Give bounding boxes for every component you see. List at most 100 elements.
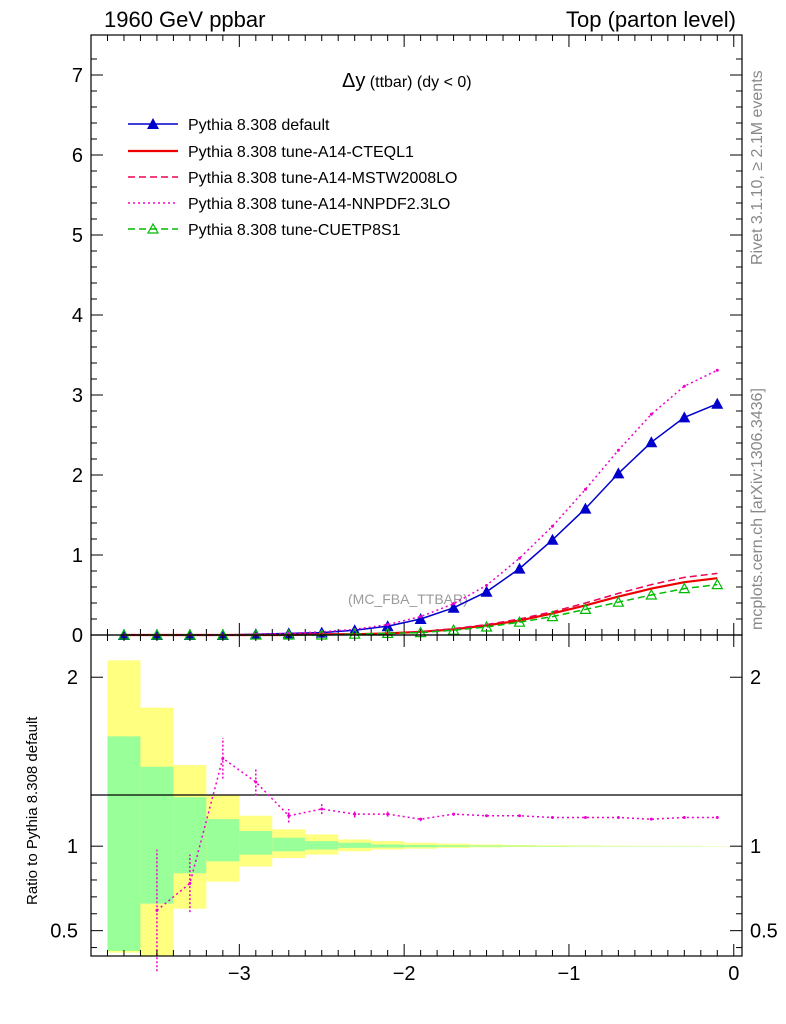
ratio-y-tick-label-right: 1 [750,836,761,858]
main-y-tick-label: 7 [72,65,83,87]
series-point [480,585,493,597]
main-series-group [117,368,724,640]
series-point [287,631,291,635]
ratio-band-green [404,845,438,848]
main-y-tick-label: 6 [72,145,83,167]
ratio-point [155,908,159,912]
ratio-point [616,815,620,819]
ratio-point [583,815,587,819]
ratio-point [353,812,357,816]
series-point [612,595,625,607]
ratio-band-green [470,845,504,847]
ratio-band-green [272,837,306,852]
legend-label: Pythia 8.308 tune-CUETP8S1 [188,222,401,239]
ratio-point [485,814,489,818]
ratio-point [188,881,192,885]
series-point [682,384,686,388]
ratio-point [715,815,719,819]
main-y-tick-label: 4 [72,305,83,327]
ratio-point [649,817,653,821]
main-y-tick-label: 2 [72,465,83,487]
legend-label: Pythia 8.308 tune-A14-MSTW2008LO [188,170,457,187]
series-point [419,615,423,619]
legend-label: Pythia 8.308 tune-A14-NNPDF2.3LO [188,196,450,213]
main-axis-ticks: 0 1 2 3 4 5 6 7 [72,35,742,647]
series-point [711,578,724,590]
series-point [386,623,390,627]
series-point [645,436,658,448]
series-point [579,603,592,615]
series-line [124,583,718,636]
ratio-band-green [338,842,372,848]
ratio-panel-frame [90,634,743,957]
ratio-point [682,815,686,819]
ratio-uncertainty-bands [107,660,734,956]
ratio-point [452,812,456,816]
series-point [414,613,427,624]
ratio-y-tick-label-right: 0.5 [750,921,778,943]
series-point [715,368,719,372]
ratio-point [518,814,522,818]
ratio-band-green [305,841,339,850]
series-point [447,623,460,635]
ratio-band-green [503,845,536,847]
series-point [480,620,493,632]
ratio-point [320,807,324,811]
ratio-axis-ticks: 0.5 0.5 1 1 2 2 −3 −2 −1 0 [50,635,778,985]
ratio-y-tick-label-left: 2 [67,667,78,689]
x-tick-label: −3 [228,963,251,985]
ratio-band-green [568,845,602,847]
ratio-band-green [239,830,273,855]
main-y-tick-label: 3 [72,385,83,407]
series-point [645,588,658,600]
ratio-y-tick-label-left: 0.5 [50,921,78,943]
ratio-band-green [535,845,569,847]
legend-label: Pythia 8.308 tune-A14-CTEQL1 [188,144,414,161]
ratio-y-tick-label-left: 1 [67,836,78,858]
series-point [678,411,691,423]
legend-marker [146,222,160,234]
header-right: Top (parton level) [566,7,736,32]
ratio-point [287,814,291,818]
rivet-version-label: Rivet 3.1.10, ≥ 2.1M events [749,70,766,265]
x-tick-label: −1 [558,963,581,985]
ratio-point [550,815,554,819]
series-point [513,562,526,574]
plot-title-sub: (ttbar) (dy < 0) [365,74,471,91]
ratio-band-green [140,766,174,904]
series-point [612,467,625,479]
series-point [447,601,460,613]
ratio-point [254,780,258,784]
ratio-band-green [107,736,141,951]
main-y-tick-label: 5 [72,225,83,247]
series-point [546,610,559,622]
ratio-point [386,812,390,816]
series-point [711,397,724,409]
series-point [513,615,526,627]
legend: Pythia 8.308 default Pythia 8.308 tune-A1… [128,117,457,239]
plot-title: Δy (ttbar) (dy < 0) [342,70,472,92]
legend-marker [147,118,159,129]
series-point [616,448,620,452]
x-tick-label: −2 [393,963,416,985]
main-y-tick-label: 1 [72,545,83,567]
series-point [485,583,489,587]
ratio-point [419,817,423,821]
series-point [518,556,522,560]
main-y-tick-label: 0 [72,625,83,647]
series-point [452,602,456,606]
series-point [579,502,592,514]
ratio-band-green [437,845,471,847]
ratio-point [221,756,225,760]
series-line [124,572,718,636]
series-point [678,582,691,594]
ratio-band-green [173,797,207,874]
series-point [550,524,554,528]
plot-title-main: Δy [342,70,365,92]
ratio-band-green [371,844,405,848]
ratio-line-nnpdf [156,757,718,911]
series-point [649,412,653,416]
header-left: 1960 GeV ppbar [104,7,265,32]
series-point [583,487,587,491]
